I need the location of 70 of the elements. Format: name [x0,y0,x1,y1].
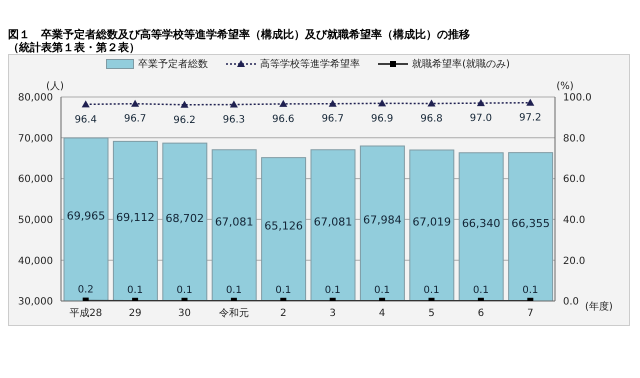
data-label: 0.1 [275,284,292,296]
y-tick-label: 70,000 [18,133,53,144]
data-label: 0.1 [176,284,192,296]
x-tick-label: 5 [428,308,435,320]
point [378,99,386,106]
data-label: 0.1 [374,284,390,296]
y2-tick-label: 100.0 [563,92,592,104]
x-tick-label: 4 [378,308,386,320]
point [328,100,337,107]
point [131,100,140,107]
point [526,98,534,106]
y-tick-label: 60,000 [18,174,53,186]
data-label: 0.1 [127,284,144,296]
data-label: 96.7 [124,114,146,125]
point [230,100,238,108]
x-tick-label: 3 [330,308,336,320]
data-label: 67,984 [363,214,402,227]
point [476,99,485,106]
x-tick-label: 6 [478,308,484,320]
legend-label: 高等学校等進学希望率 [260,58,360,71]
data-label: 66,355 [511,216,550,230]
y2-tick-label: 80.0 [563,133,586,144]
data-label: 96.6 [272,114,294,125]
data-label: 68,702 [166,212,204,226]
y-tick-label: 80,000 [18,92,53,104]
data-label: 0.1 [226,284,242,296]
y2-tick-label: 0.0 [563,296,579,308]
data-label: 97.2 [519,112,542,124]
data-label: 96.9 [370,113,394,124]
legend-label: 卒業予定者総数 [138,58,208,71]
data-label: 67,019 [412,215,452,228]
x-tick-label: 2 [280,308,286,320]
point [82,100,90,108]
chart-subtitle: （統計表第１表・第２表） [8,41,141,54]
data-label: 96.4 [74,114,97,126]
chart-title: 図１ 卒業予定者総数及び高等学校等進学希望率（構成比）及び就職希望率（構成比）の推移 [8,28,471,41]
data-label: 0.1 [324,284,341,296]
data-label: 97.0 [470,113,492,124]
data-label: 96.2 [173,114,196,126]
y-axis-title: (人) [46,81,64,92]
data-label: 0.1 [522,284,538,296]
x-tick-label: 30 [178,308,191,320]
point [180,100,188,108]
y2-tick-label: 60.0 [563,174,586,186]
data-label: 69,965 [66,209,106,222]
point [279,100,288,107]
x-tick-label: 29 [128,308,142,320]
y2-tick-label: 40.0 [563,214,586,226]
x-tick-label: 平成28 [69,307,102,320]
data-label: 96.8 [420,114,443,125]
x-tick-label: 7 [527,308,534,320]
legend-label: 就職希望率(就職のみ) [412,58,510,71]
y-tick-label: 50,000 [18,214,53,226]
data-label: 96.3 [222,114,246,126]
data-label: 96.7 [322,114,344,125]
data-label: 0.1 [424,284,440,296]
data-label: 67,081 [214,215,254,228]
y-tick-label: 30,000 [18,296,53,308]
data-label: 66,340 [462,216,500,230]
y2-axis-title: (%) [556,81,574,92]
data-label: 65,126 [264,219,303,232]
point [428,100,436,107]
x-axis-title: (年度) [585,300,613,313]
y-tick-label: 40,000 [18,256,53,267]
y2-tick-label: 20.0 [563,256,586,267]
x-tick-label: 令和元 [218,307,249,320]
data-label: 67,081 [314,215,352,228]
data-label: 0.2 [78,284,94,296]
data-label: 0.1 [472,284,489,296]
data-label: 69,112 [116,211,155,224]
